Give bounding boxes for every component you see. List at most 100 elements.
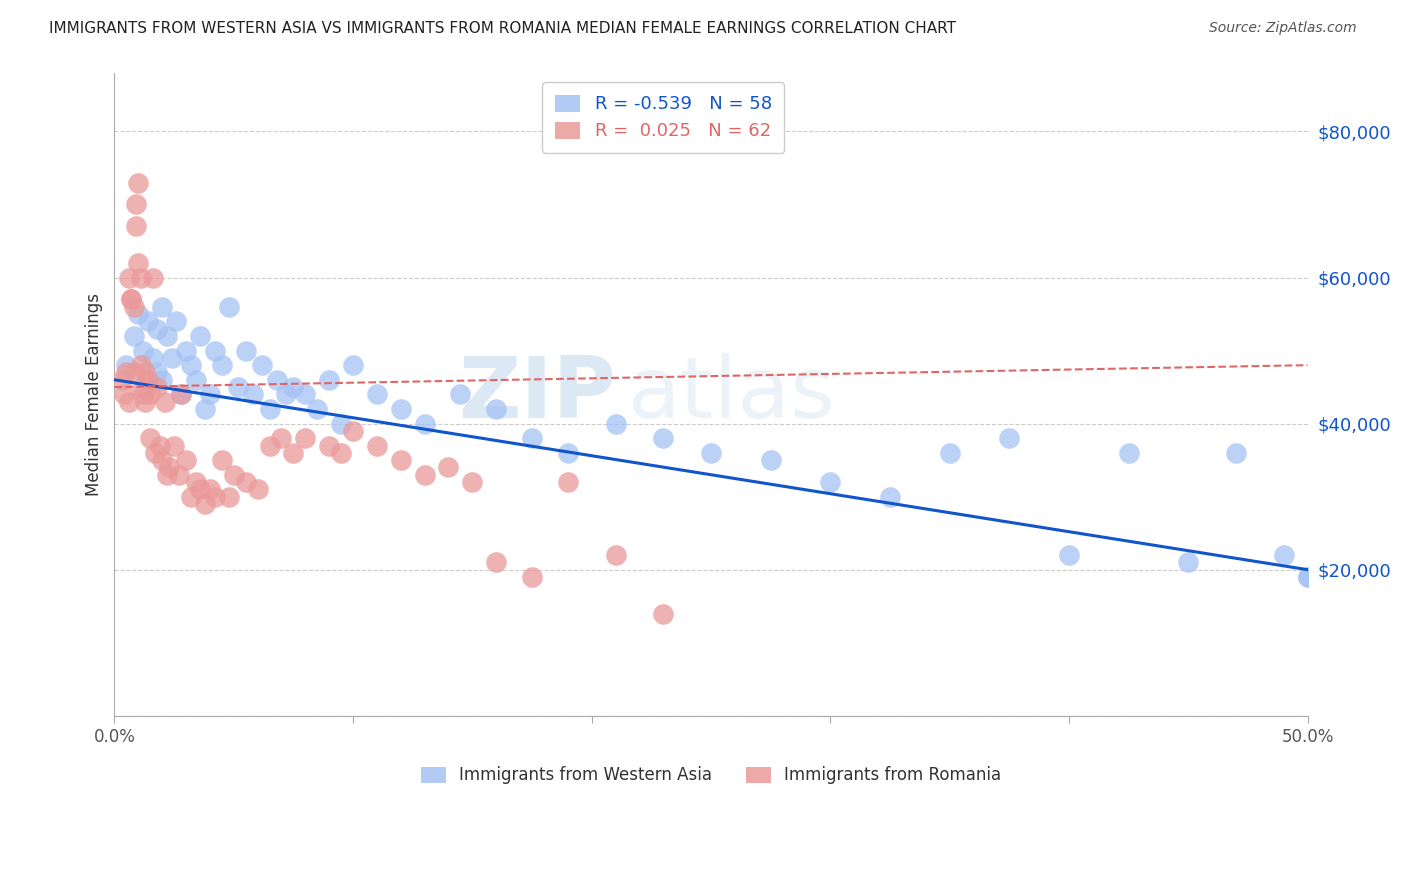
Point bbox=[218, 490, 240, 504]
Point bbox=[366, 387, 388, 401]
Point bbox=[134, 366, 156, 380]
Point bbox=[461, 475, 484, 489]
Point bbox=[127, 176, 149, 190]
Point bbox=[437, 460, 460, 475]
Point bbox=[318, 373, 340, 387]
Point bbox=[330, 417, 353, 431]
Point bbox=[485, 401, 508, 416]
Point bbox=[652, 607, 675, 621]
Point bbox=[153, 394, 176, 409]
Point bbox=[520, 570, 543, 584]
Point bbox=[252, 358, 274, 372]
Point bbox=[389, 401, 412, 416]
Point bbox=[759, 453, 782, 467]
Point bbox=[118, 270, 141, 285]
Point bbox=[146, 321, 169, 335]
Point bbox=[204, 490, 226, 504]
Point bbox=[194, 497, 217, 511]
Point bbox=[110, 373, 132, 387]
Point bbox=[557, 475, 579, 489]
Point bbox=[174, 343, 197, 358]
Point bbox=[146, 380, 169, 394]
Text: ZIP: ZIP bbox=[458, 353, 616, 436]
Point bbox=[156, 467, 179, 482]
Point bbox=[879, 490, 901, 504]
Point bbox=[139, 387, 162, 401]
Point bbox=[125, 219, 148, 234]
Point bbox=[127, 256, 149, 270]
Point bbox=[389, 453, 412, 467]
Point bbox=[820, 475, 842, 489]
Point bbox=[413, 417, 436, 431]
Point bbox=[122, 329, 145, 343]
Point bbox=[132, 343, 155, 358]
Point bbox=[198, 387, 221, 401]
Point bbox=[146, 366, 169, 380]
Point bbox=[283, 446, 305, 460]
Point bbox=[605, 548, 627, 562]
Point bbox=[157, 460, 180, 475]
Legend: Immigrants from Western Asia, Immigrants from Romania: Immigrants from Western Asia, Immigrants… bbox=[415, 760, 1008, 791]
Point bbox=[1296, 570, 1319, 584]
Point bbox=[485, 555, 508, 569]
Point bbox=[1272, 548, 1295, 562]
Point bbox=[342, 358, 364, 372]
Point bbox=[605, 417, 627, 431]
Point bbox=[276, 387, 298, 401]
Point bbox=[166, 314, 188, 328]
Point bbox=[122, 300, 145, 314]
Point bbox=[211, 453, 233, 467]
Point bbox=[184, 475, 207, 489]
Point bbox=[520, 431, 543, 445]
Point bbox=[115, 366, 138, 380]
Point bbox=[228, 380, 250, 394]
Point bbox=[129, 358, 152, 372]
Point bbox=[143, 446, 166, 460]
Point bbox=[366, 438, 388, 452]
Point bbox=[1296, 570, 1319, 584]
Point bbox=[112, 387, 135, 401]
Text: atlas: atlas bbox=[627, 353, 835, 436]
Point bbox=[1118, 446, 1140, 460]
Y-axis label: Median Female Earnings: Median Female Earnings bbox=[86, 293, 103, 496]
Point bbox=[120, 293, 142, 307]
Point bbox=[294, 431, 316, 445]
Point bbox=[188, 329, 211, 343]
Point bbox=[342, 424, 364, 438]
Point bbox=[142, 351, 165, 365]
Point bbox=[1057, 548, 1080, 562]
Point bbox=[142, 270, 165, 285]
Point bbox=[283, 380, 305, 394]
Point bbox=[150, 373, 173, 387]
Point bbox=[180, 490, 202, 504]
Point bbox=[557, 446, 579, 460]
Point bbox=[184, 373, 207, 387]
Point bbox=[156, 329, 179, 343]
Text: IMMIGRANTS FROM WESTERN ASIA VS IMMIGRANTS FROM ROMANIA MEDIAN FEMALE EARNINGS C: IMMIGRANTS FROM WESTERN ASIA VS IMMIGRAN… bbox=[49, 21, 956, 36]
Point bbox=[198, 483, 221, 497]
Text: Source: ZipAtlas.com: Source: ZipAtlas.com bbox=[1209, 21, 1357, 35]
Point bbox=[246, 483, 269, 497]
Point bbox=[938, 446, 960, 460]
Point bbox=[132, 380, 155, 394]
Point bbox=[294, 387, 316, 401]
Point bbox=[1177, 555, 1199, 569]
Point bbox=[129, 270, 152, 285]
Point bbox=[115, 358, 138, 372]
Point bbox=[170, 387, 193, 401]
Point bbox=[149, 438, 172, 452]
Point bbox=[120, 293, 142, 307]
Point bbox=[218, 300, 240, 314]
Point bbox=[118, 394, 141, 409]
Point bbox=[170, 387, 193, 401]
Point bbox=[139, 431, 162, 445]
Point bbox=[413, 467, 436, 482]
Point bbox=[194, 401, 217, 416]
Point bbox=[127, 307, 149, 321]
Point bbox=[449, 387, 471, 401]
Point bbox=[700, 446, 723, 460]
Point bbox=[1225, 446, 1247, 460]
Point bbox=[163, 438, 186, 452]
Point bbox=[259, 438, 281, 452]
Point bbox=[125, 197, 148, 211]
